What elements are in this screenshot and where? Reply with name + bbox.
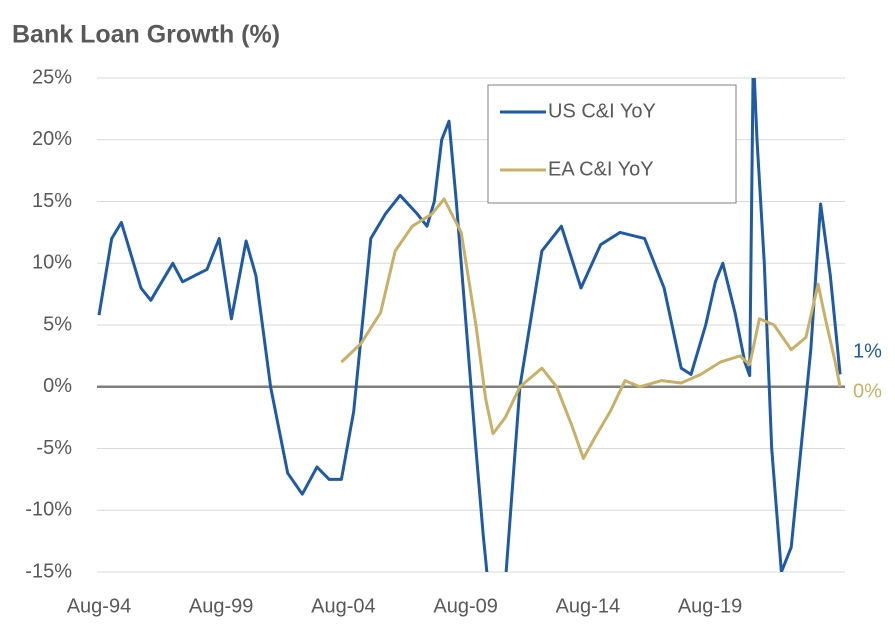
end-label: 0% [853,380,882,402]
x-tick-label: Aug-04 [311,595,376,617]
legend-label: EA C&I YoY [548,158,654,180]
y-tick-label: -5% [36,437,72,459]
x-tick-label: Aug-09 [433,595,498,617]
x-tick-label: Aug-99 [189,595,254,617]
y-tick-label: -10% [25,499,72,521]
y-tick-label: -15% [25,560,72,582]
y-tick-label: 25% [32,66,72,88]
end-label: 1% [853,340,882,362]
chart-title: Bank Loan Growth (%) [12,21,280,49]
y-tick-label: 20% [32,128,72,150]
y-tick-label: 0% [43,375,72,397]
y-tick-label: 5% [43,313,72,335]
x-tick-label: Aug-94 [67,595,132,617]
legend-label: US C&I YoY [548,100,656,122]
y-tick-label: 15% [32,190,72,212]
legend-box [487,84,737,204]
series-line [340,197,842,460]
x-tick-label: Aug-14 [556,595,621,617]
x-tick-label: Aug-19 [678,595,743,617]
series-line [97,78,842,572]
y-tick-label: 10% [32,252,72,274]
